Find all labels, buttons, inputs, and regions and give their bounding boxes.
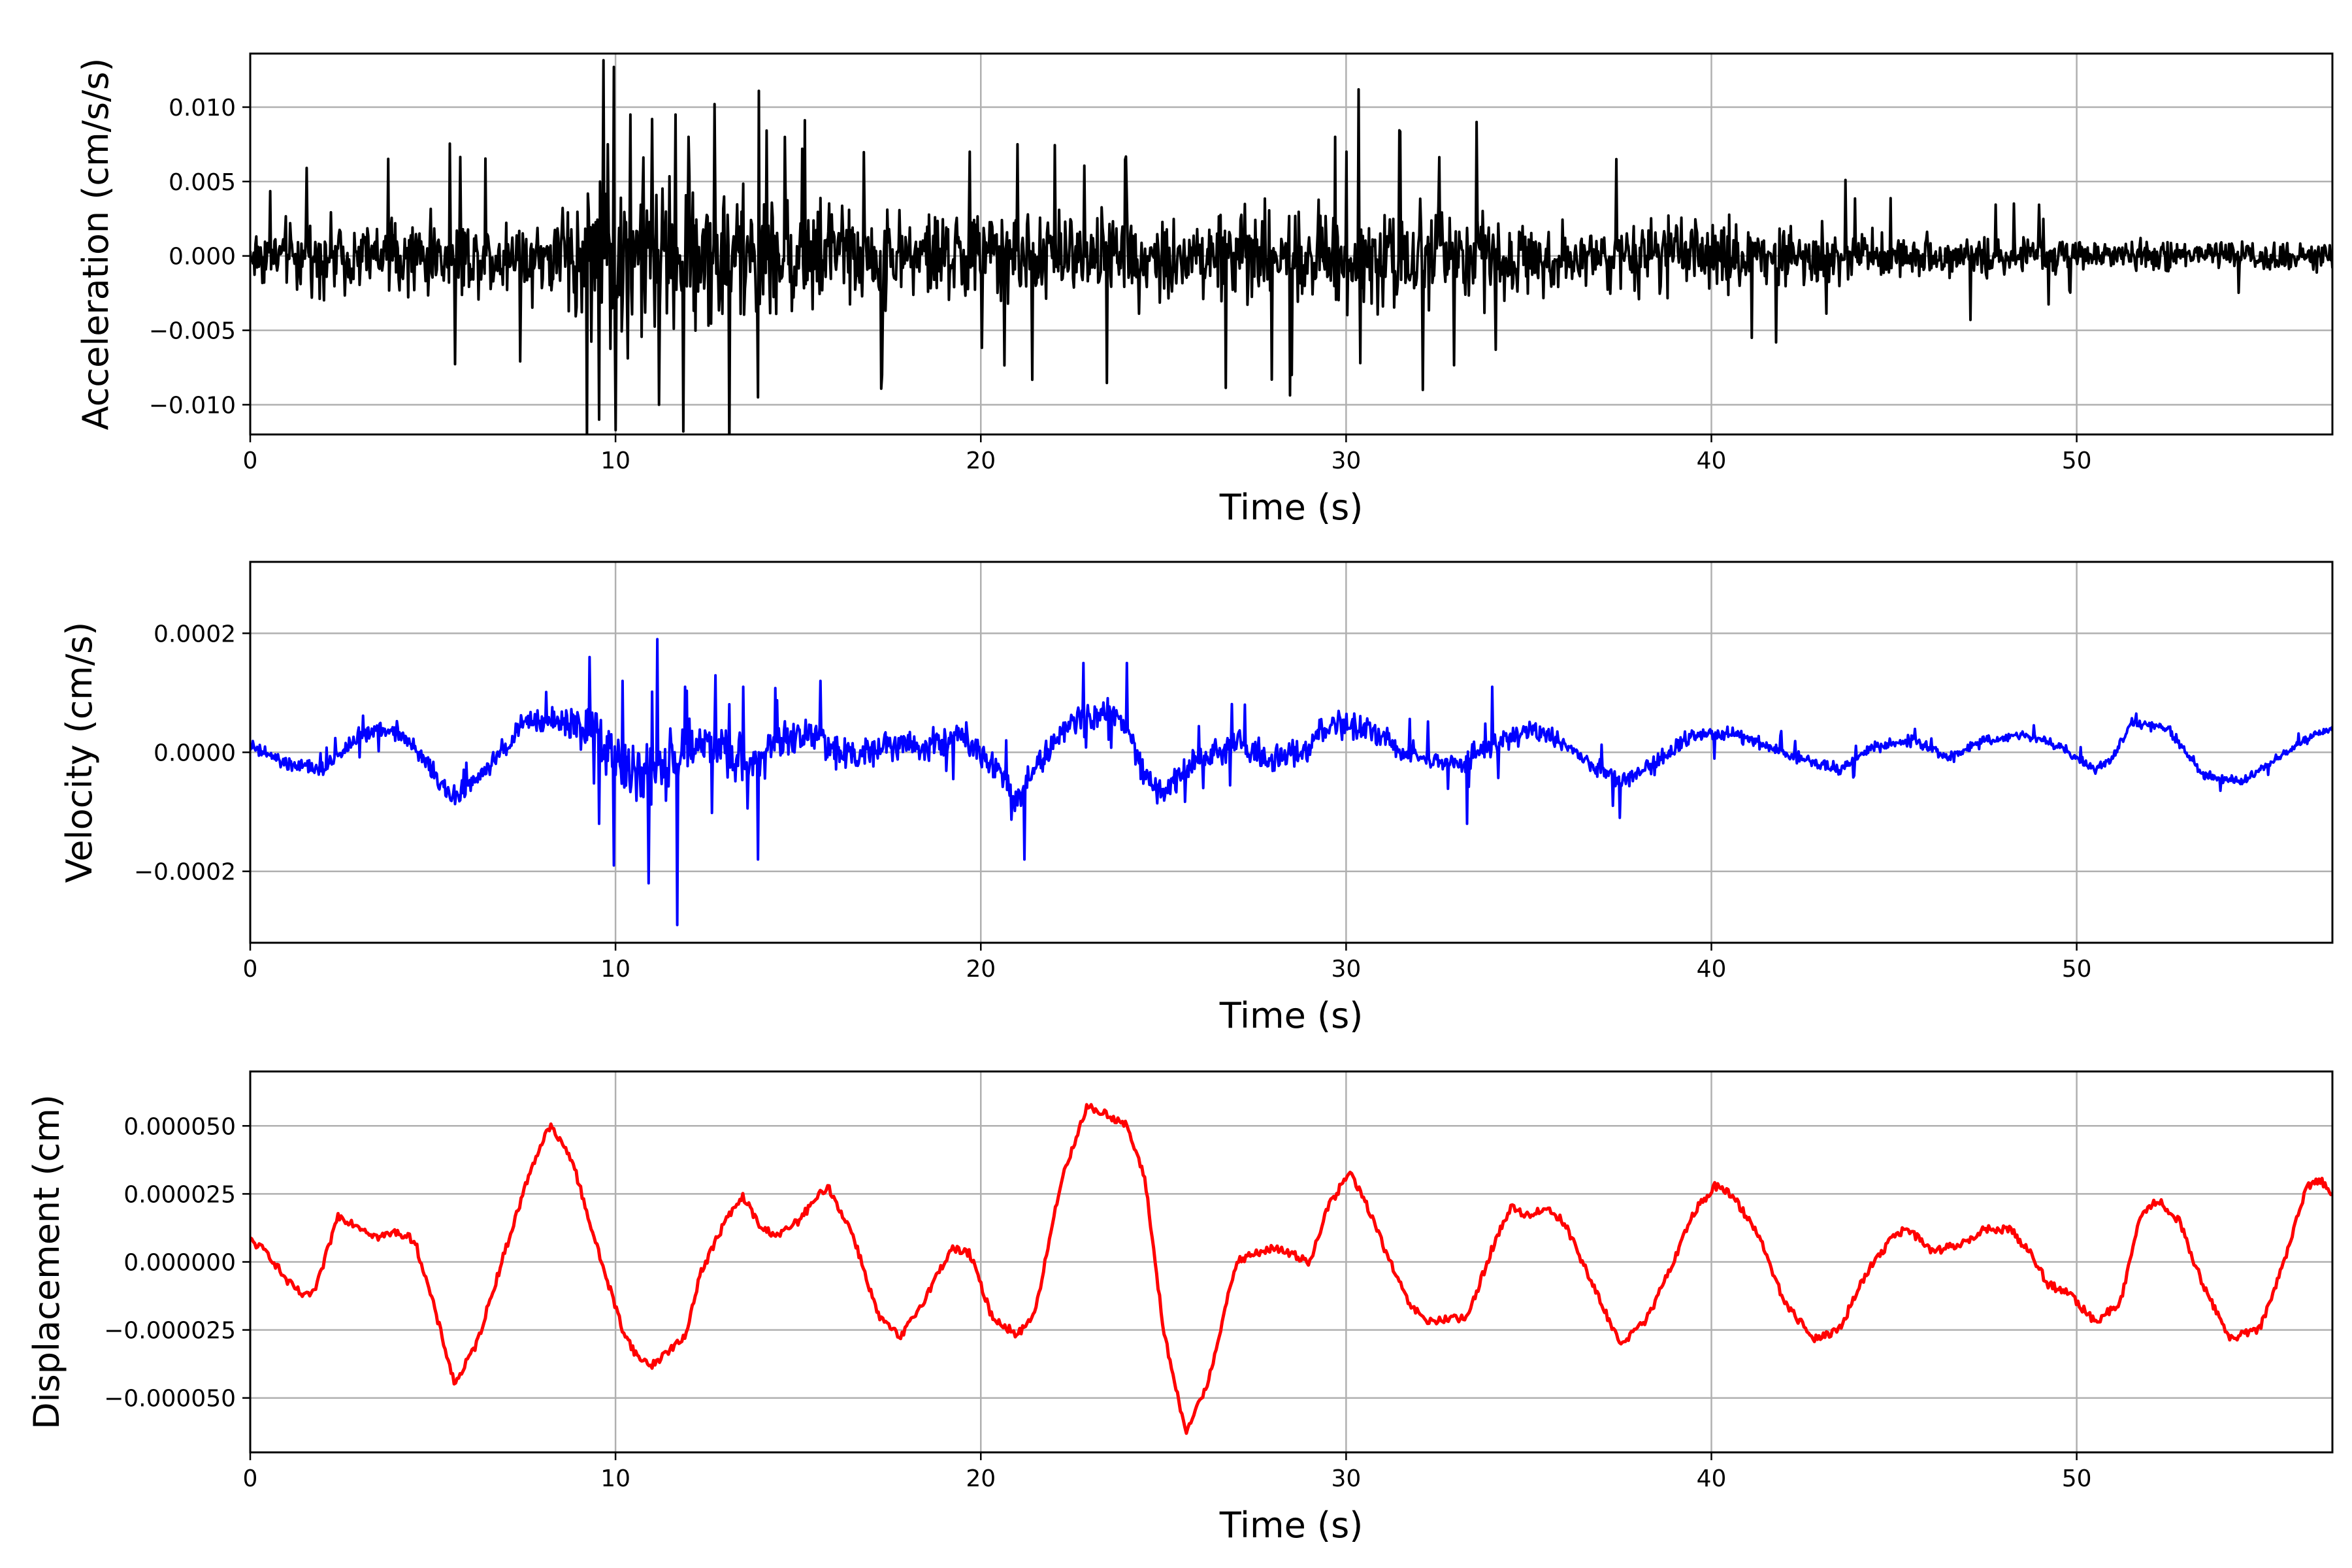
x-tick-label: 50 <box>2062 448 2092 474</box>
x-tick-label: 20 <box>966 956 996 983</box>
y-tick-label: 0.005 <box>169 169 236 196</box>
x-tick-label: 0 <box>243 956 258 983</box>
x-axis-label: Time (s) <box>1219 1505 1364 1546</box>
y-tick-label: −0.000050 <box>104 1386 236 1413</box>
displacement-panel: 0 10 20 30 40 50 −0.000050 −0.000025 0.000000 0.0… <box>26 1070 2334 1546</box>
y-tick-label: −0.010 <box>149 392 236 419</box>
x-tick-label: 50 <box>2062 956 2092 983</box>
acceleration-panel: 0 10 20 30 40 50 −0.010 −0.005 0.000 0.005 0.010 Ti… <box>75 52 2334 528</box>
y-tick-label: 0.000025 <box>123 1181 236 1208</box>
x-tick-label: 10 <box>600 1465 630 1492</box>
x-axis-label: Time (s) <box>1219 487 1364 528</box>
x-tick-label: 50 <box>2062 1465 2092 1492</box>
x-tick-label: 40 <box>1697 448 1727 474</box>
x-tick-label: 20 <box>966 1465 996 1492</box>
x-tick-label: 30 <box>1331 956 1361 983</box>
x-tick-label: 10 <box>600 956 630 983</box>
acceleration-series-line <box>250 59 2332 434</box>
y-tick-label: 0.000050 <box>123 1113 236 1140</box>
velocity-series-line <box>250 638 2332 926</box>
y-tick-label: −0.005 <box>149 318 236 345</box>
y-axis-label: Displacement (cm) <box>26 1094 67 1429</box>
plot-frame <box>249 52 2334 436</box>
x-tick-label: 40 <box>1697 1465 1727 1492</box>
x-tick-label: 30 <box>1331 448 1361 474</box>
y-tick-label: −0.0002 <box>134 859 236 886</box>
y-tick-label: 0.0002 <box>154 621 236 647</box>
x-axis-label: Time (s) <box>1219 995 1364 1036</box>
y-tick-label: −0.000025 <box>104 1318 236 1345</box>
velocity-panel: 0 10 20 30 40 50 −0.0002 0.0000 0.0002 Time (s) Ve… <box>59 561 2334 1036</box>
y-axis-label: Acceleration (cm/s/s) <box>75 58 116 431</box>
x-tick-label: 20 <box>966 448 996 474</box>
y-tick-label: 0.000000 <box>123 1250 236 1277</box>
displacement-series-line <box>250 1103 2332 1435</box>
y-tick-label: 0.0000 <box>154 740 236 767</box>
y-tick-label: 0.000 <box>169 244 236 270</box>
x-tick-label: 40 <box>1697 956 1727 983</box>
y-tick-label: 0.010 <box>169 95 236 122</box>
x-tick-label: 0 <box>243 448 258 474</box>
y-axis-label: Velocity (cm/s) <box>59 622 100 883</box>
x-tick-label: 10 <box>600 448 630 474</box>
x-tick-label: 0 <box>243 1465 258 1492</box>
x-tick-label: 30 <box>1331 1465 1361 1492</box>
